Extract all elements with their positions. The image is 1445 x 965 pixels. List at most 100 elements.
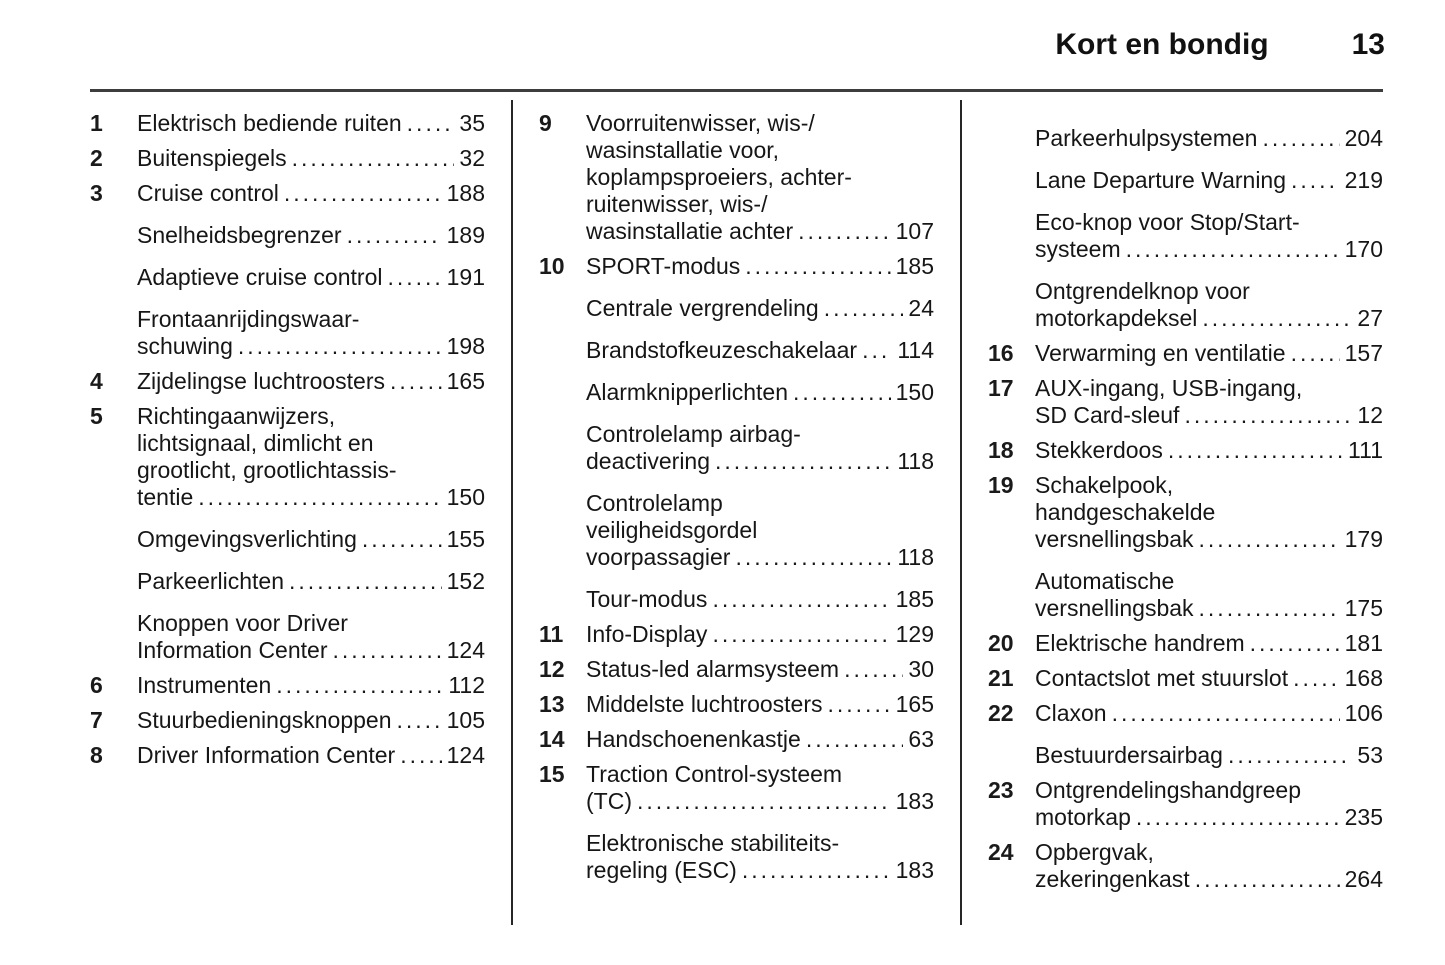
entry-label-line: deactivering............................… [586, 448, 934, 475]
index-column-2: 9 Voorruitenwisser, wis-/wasinstallatie v… [539, 110, 934, 925]
entry-label: Snelheidsbegrenzer [137, 222, 342, 248]
entry-label-line: Elektrisch bediende ruiten..............… [137, 110, 485, 137]
dot-leader: ........................................… [276, 672, 444, 698]
entry-label-line: Controlelamp airbag- [586, 421, 801, 447]
toc-entry: Knoppen voor Driver Information Center...… [90, 610, 485, 664]
dot-leader: ........................................… [805, 726, 904, 752]
entry-text: Frontaanrijdingswaar-schuwing...........… [137, 306, 485, 360]
entry-page-number: 191 [446, 264, 485, 290]
entry-page-number: 175 [1344, 595, 1383, 621]
entry-number: 16 [988, 340, 1014, 366]
toc-entry: 15 Traction Control-systeem (TC)..........… [539, 761, 934, 815]
toc-entry: Omgevingsverlichting....................… [90, 526, 485, 553]
entry-label: Verwarming en ventilatie [1035, 340, 1286, 366]
entry-number: 23 [988, 777, 1014, 803]
entry-label: Middelste luchtroosters [586, 691, 823, 717]
entry-page-number: 12 [1357, 402, 1383, 428]
entry-page-number: 27 [1357, 305, 1383, 331]
entry-label-line: Automatische [1035, 568, 1175, 594]
entry-label-line: Eco-knop voor Stop/Start- [1035, 209, 1300, 235]
entry-label: Elektrische handrem [1035, 630, 1245, 656]
entry-number: 7 [90, 707, 103, 733]
entry-label-line: Frontaanrijdingswaar- [137, 306, 360, 332]
dot-leader: ........................................… [862, 337, 892, 363]
entry-number: 19 [988, 472, 1014, 498]
entry-number [988, 125, 1035, 152]
entry-number: 21 [988, 665, 1014, 691]
entry-label-line: schuwing................................… [137, 333, 485, 360]
toc-entry: 13 Middelste luchtroosters...............… [539, 691, 934, 718]
entry-label: Driver Information Center [137, 742, 396, 768]
entry-text: Info-Display............................… [586, 621, 934, 648]
dot-leader: ........................................… [289, 568, 442, 594]
toc-entry: 21 Contactslot met stuurslot.............… [988, 665, 1383, 692]
toc-entry: 22 Claxon................................… [988, 700, 1383, 727]
dot-leader: ........................................… [237, 333, 442, 359]
entry-label-line: Ontgrendelingshandgreep [1035, 777, 1301, 803]
entry-text: Omgevingsverlichting....................… [137, 526, 485, 553]
entry-page-number: 30 [908, 656, 934, 682]
toc-entry: 3 Cruise control.........................… [90, 180, 485, 207]
entry-label: motorkap [1035, 804, 1131, 830]
entry-label: Elektrisch bediende ruiten [137, 110, 402, 136]
toc-entry: 6 Instrumenten...........................… [90, 672, 485, 699]
toc-entry: Parkeerhulpsystemen.....................… [988, 125, 1383, 152]
entry-label-line: lichtsignaal, dimlicht en [137, 430, 374, 456]
toc-entry: 14 Handschoenenkastje....................… [539, 726, 934, 753]
entry-text: Middelste luchtroosters.................… [586, 691, 934, 718]
entry-text: AUX-ingang, USB-ingang, SD Card-sleuf....… [1035, 375, 1383, 429]
dot-leader: ........................................… [390, 368, 442, 394]
entry-page-number: 32 [459, 145, 485, 171]
dot-leader: ........................................… [387, 264, 441, 290]
toc-entry: Tour-modus..............................… [539, 586, 934, 613]
entry-label-line: AUX-ingang, USB-ingang, [1035, 375, 1303, 401]
dot-leader: ........................................… [1198, 595, 1340, 621]
entry-text: Automatische versnellingsbak.............… [1035, 568, 1383, 622]
dot-leader: ........................................… [715, 448, 892, 474]
toc-entry: Controlelamp veiligheidsgordel voorpassagi… [539, 490, 934, 571]
entry-page-number: 181 [1344, 630, 1383, 656]
toc-entry: 17 AUX-ingang, USB-ingang, SD Card-sleuf..… [988, 375, 1383, 429]
toc-entry: Ontgrendelknop voor motorkapdeksel.......… [988, 278, 1383, 332]
dot-leader: ........................................… [745, 253, 890, 279]
entry-number: 20 [988, 630, 1014, 656]
entry-page-number: 185 [895, 586, 934, 612]
section-title: Kort en bondig [1055, 28, 1269, 61]
entry-label: regeling (ESC) [586, 857, 737, 883]
entry-number: 4 [90, 368, 103, 394]
entry-page-number: 111 [1348, 437, 1383, 463]
entry-number [90, 526, 137, 553]
entry-label-line: Snelheidsbegrenzer......................… [137, 222, 485, 249]
dot-leader: ........................................… [792, 379, 891, 405]
entry-text: Controlelamp airbag-deactivering........… [586, 421, 934, 475]
entry-label-line: Elektrische handrem.....................… [1035, 630, 1383, 657]
entry-page-number: 24 [908, 295, 934, 321]
entry-label: (TC) [586, 788, 632, 814]
entry-label: zekeringenkast [1035, 866, 1190, 892]
entry-page-number: 112 [448, 672, 485, 698]
entry-label-line: regeling (ESC)..........................… [586, 857, 934, 884]
entry-label: SPORT-modus [586, 253, 741, 279]
entry-label-line: Verwarming en ventilatie................… [1035, 340, 1383, 367]
entry-text: Verwarming en ventilatie................… [1035, 340, 1383, 367]
dot-leader: ........................................… [406, 110, 455, 136]
entry-page-number: 53 [1357, 742, 1383, 768]
entry-label-line: Info-Display............................… [586, 621, 934, 648]
entry-number [539, 379, 586, 406]
entry-label-line: motorkapdeksel..........................… [1035, 305, 1383, 332]
entry-page-number: 165 [446, 368, 485, 394]
entry-page-number: 106 [1344, 700, 1383, 726]
entry-label-line: grootlicht, grootlichtassis- [137, 457, 397, 483]
entry-label-line: Voorruitenwisser, wis-/ [586, 110, 815, 136]
entry-text: Stuurbedieningsknoppen..................… [137, 707, 485, 734]
entry-label: versnellingsbak [1035, 526, 1194, 552]
entry-label: Instrumenten [137, 672, 272, 698]
entry-label: wasinstallatie achter [586, 218, 794, 244]
entry-label-line: Richtingaanwijzers, [137, 403, 336, 429]
entry-label-line: Controlelamp [586, 490, 723, 516]
toc-entry: Snelheidsbegrenzer......................… [90, 222, 485, 249]
entry-text: Claxon..................................… [1035, 700, 1383, 727]
entry-number: 17 [988, 375, 1014, 401]
dot-leader: ........................................… [712, 621, 891, 647]
entry-label: Information Center [137, 637, 328, 663]
